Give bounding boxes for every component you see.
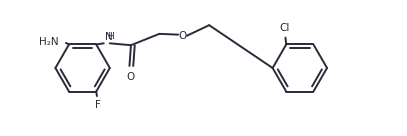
Text: N: N	[105, 32, 113, 42]
Text: Cl: Cl	[279, 23, 289, 33]
Text: H₂N: H₂N	[39, 37, 59, 47]
Text: O: O	[127, 72, 135, 82]
Text: H: H	[107, 32, 114, 41]
Text: F: F	[95, 100, 101, 110]
Text: O: O	[179, 31, 187, 41]
